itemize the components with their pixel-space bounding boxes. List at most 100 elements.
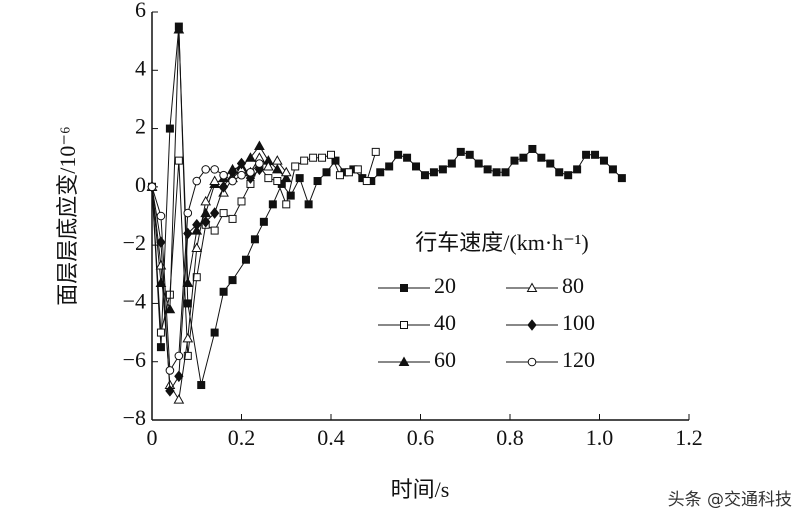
marker <box>394 150 403 159</box>
marker <box>438 165 447 174</box>
series-line <box>151 156 287 402</box>
marker <box>245 152 256 162</box>
marker <box>192 218 202 231</box>
marker <box>564 171 573 180</box>
marker <box>280 172 292 183</box>
marker <box>237 170 246 180</box>
marker <box>537 153 546 162</box>
marker <box>174 370 184 383</box>
series-line <box>151 26 623 386</box>
marker <box>271 155 283 165</box>
marker <box>201 165 210 174</box>
marker <box>282 200 291 209</box>
marker <box>183 208 193 218</box>
marker <box>318 153 327 162</box>
marker <box>182 332 194 343</box>
y-tick-label: −8 <box>123 405 146 430</box>
x-tick-label: 0.4 <box>317 425 345 450</box>
marker <box>501 168 510 177</box>
marker <box>228 214 237 223</box>
marker <box>156 343 165 352</box>
marker <box>510 156 519 165</box>
marker <box>280 166 292 177</box>
legend-label: 60 <box>434 347 456 372</box>
marker <box>400 321 408 329</box>
marker <box>447 159 456 168</box>
marker <box>164 303 176 314</box>
marker <box>527 357 537 367</box>
marker <box>262 160 274 171</box>
marker <box>617 174 626 183</box>
marker <box>210 207 220 219</box>
marker <box>327 150 335 159</box>
x-tick-label: 0.6 <box>407 425 435 450</box>
y-tick-label: 4 <box>135 55 146 80</box>
legend-label: 40 <box>434 310 456 335</box>
marker <box>191 242 203 253</box>
marker <box>526 282 538 292</box>
marker <box>200 195 212 206</box>
marker <box>483 165 492 174</box>
marker <box>236 157 247 170</box>
marker <box>271 163 283 174</box>
marker <box>147 182 157 192</box>
marker <box>228 176 237 186</box>
marker <box>241 255 250 264</box>
marker <box>429 168 438 177</box>
marker <box>268 200 277 209</box>
marker <box>155 260 167 270</box>
marker <box>165 124 174 133</box>
x-tick-label: 0.2 <box>228 425 256 450</box>
marker <box>209 175 221 186</box>
y-axis-label: 面层层底应变/10⁻⁶ <box>55 126 80 305</box>
marker <box>156 211 166 221</box>
marker <box>183 227 193 240</box>
marker <box>273 177 282 186</box>
marker <box>210 328 219 337</box>
marker <box>255 159 264 168</box>
marker <box>197 381 206 390</box>
marker <box>304 200 313 209</box>
marker <box>465 150 474 159</box>
marker <box>254 140 265 151</box>
y-tick-label: −4 <box>123 288 146 313</box>
y-tick-label: −6 <box>123 347 146 372</box>
marker <box>527 319 537 331</box>
x-tick-label: 1.2 <box>675 425 703 450</box>
marker <box>264 174 273 183</box>
marker <box>201 216 211 228</box>
marker <box>474 159 483 168</box>
marker <box>400 284 408 292</box>
legend-label: 80 <box>562 273 584 298</box>
marker <box>309 153 318 162</box>
marker <box>403 153 412 162</box>
marker <box>519 153 528 162</box>
marker <box>295 174 304 183</box>
marker <box>210 165 219 174</box>
marker <box>300 156 309 165</box>
watermark: 头条 @交通科技 <box>668 490 792 510</box>
x-tick-label: 0.8 <box>496 425 524 450</box>
marker <box>156 328 165 337</box>
marker <box>182 277 194 288</box>
legend-label: 120 <box>562 347 595 372</box>
marker <box>174 351 184 361</box>
marker <box>528 144 537 153</box>
marker <box>286 191 295 200</box>
marker <box>192 176 202 186</box>
marker <box>218 181 229 193</box>
marker <box>398 356 410 366</box>
marker <box>573 165 582 174</box>
marker <box>246 167 255 177</box>
marker <box>420 171 429 180</box>
y-tick-label: −2 <box>123 230 146 255</box>
marker <box>192 273 201 282</box>
x-tick-label: 1.0 <box>586 425 614 450</box>
marker <box>174 156 183 165</box>
marker <box>582 150 591 159</box>
marker <box>546 159 555 168</box>
marker <box>335 171 344 180</box>
marker <box>173 394 185 404</box>
